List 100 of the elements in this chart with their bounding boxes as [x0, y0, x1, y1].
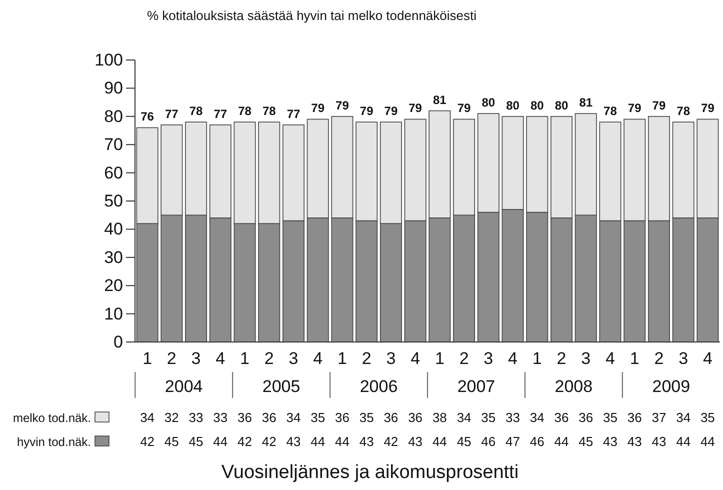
total-label: 78 — [676, 104, 690, 118]
x-tick-label: 3 — [581, 349, 591, 368]
total-label: 79 — [628, 101, 642, 116]
data-label: 34 — [456, 410, 472, 425]
y-axis-title: % kotitalouksista säästää hyvin tai melko todennäköisesti — [147, 8, 477, 23]
y-tick-label: 40 — [104, 220, 123, 239]
data-label: 44 — [676, 434, 691, 449]
y-tick-label: 30 — [104, 248, 123, 267]
total-label: 80 — [530, 98, 544, 112]
data-label: 33 — [188, 410, 204, 425]
data-label: 42 — [238, 434, 252, 449]
x-tick-label: 4 — [702, 349, 712, 368]
x-tick-label: 4 — [606, 349, 615, 368]
data-label: 43 — [408, 434, 423, 449]
x-tick-label: 4 — [410, 349, 420, 368]
data-label: 44 — [310, 434, 326, 449]
x-tick-label: 2 — [556, 349, 566, 368]
data-label: 44 — [700, 434, 715, 449]
x-tick-label: 2 — [362, 349, 372, 368]
y-tick-label: 100 — [94, 50, 123, 70]
total-label: 80 — [554, 98, 568, 112]
x-tick-label: 3 — [678, 349, 688, 368]
total-label: 79 — [311, 101, 325, 116]
text: 2004 — [164, 377, 203, 396]
data-label: 44 — [432, 434, 447, 449]
y-tick-label: 10 — [104, 304, 123, 324]
y-tick-label: 50 — [104, 191, 123, 210]
data-label: 36 — [554, 410, 569, 425]
x-tick-label: 1 — [240, 349, 250, 368]
data-label: 33 — [213, 410, 228, 425]
x-axis-title: Vuosineljännes ja aikomusprosentti — [221, 462, 519, 483]
total-label: 78 — [238, 104, 252, 118]
data-label: 43 — [627, 434, 642, 449]
data-label: 38 — [432, 410, 447, 425]
total-label: 79 — [457, 101, 472, 116]
data-label: 32 — [164, 410, 179, 425]
total-label: 79 — [701, 101, 715, 116]
total-label: 78 — [262, 104, 276, 118]
x-tick-label: 1 — [630, 349, 640, 368]
data-label: 36 — [627, 410, 642, 425]
data-label: 44 — [334, 434, 350, 449]
data-label: 43 — [652, 434, 666, 449]
data-label: 36 — [238, 410, 252, 425]
data-label: 44 — [213, 434, 228, 449]
data-label: 45 — [188, 434, 204, 449]
data-label: 34 — [530, 410, 544, 425]
x-tick-label: 4 — [216, 349, 226, 368]
data-label: 42 — [262, 434, 276, 449]
total-label: 78 — [189, 104, 204, 118]
x-tick-label: 2 — [459, 349, 469, 368]
y-tick-label: 0 — [114, 332, 123, 352]
y-tick-label: 90 — [104, 78, 123, 98]
data-label: 42 — [140, 434, 155, 449]
text: 2005 — [262, 377, 300, 396]
total-label: 77 — [214, 106, 228, 121]
total-label: 79 — [360, 104, 374, 118]
x-tick-label: 1 — [532, 349, 542, 368]
data-label: 37 — [652, 410, 666, 425]
x-tick-label: 1 — [337, 349, 347, 368]
data-label: 45 — [578, 434, 594, 449]
y-tick-label: 80 — [104, 106, 123, 126]
data-label: 35 — [603, 410, 618, 425]
x-tick-label: 4 — [313, 349, 323, 368]
total-label: 77 — [286, 106, 300, 121]
y-tick-label: 70 — [104, 135, 123, 154]
total-label: 79 — [336, 98, 350, 112]
x-tick-label: 2 — [654, 349, 664, 368]
total-label: 78 — [604, 104, 618, 118]
total-label: 77 — [164, 106, 179, 121]
total-label: 79 — [652, 98, 666, 112]
x-tick-label: 1 — [142, 349, 152, 368]
data-label: 36 — [334, 410, 350, 425]
data-label: 35 — [310, 410, 326, 425]
data-label: 34 — [140, 410, 155, 425]
data-label: 42 — [384, 434, 398, 449]
data-label: 33 — [506, 410, 520, 425]
data-label: 36 — [408, 410, 423, 425]
data-label: 45 — [164, 434, 179, 449]
data-label: 43 — [603, 434, 618, 449]
x-tick-label: 2 — [166, 349, 176, 368]
text: 2007 — [457, 377, 496, 396]
legend-label: melko tod.näk. — [12, 411, 91, 425]
total-label: 79 — [408, 101, 422, 116]
data-label: 35 — [481, 410, 496, 425]
data-label: 46 — [530, 434, 544, 449]
data-label: 43 — [359, 434, 374, 449]
total-label: 80 — [506, 98, 520, 112]
text: 2009 — [652, 377, 690, 396]
data-label: 46 — [481, 434, 496, 449]
x-tick-label: 4 — [508, 349, 518, 368]
x-tick-label: 3 — [484, 349, 494, 368]
text: 2006 — [360, 377, 398, 396]
data-label: 36 — [384, 410, 398, 425]
total-label: 80 — [482, 96, 496, 110]
data-label: 36 — [578, 410, 594, 425]
total-label: 79 — [384, 104, 398, 118]
x-tick-label: 3 — [386, 349, 396, 368]
legend-label: hyvin tod.näk. — [16, 435, 91, 449]
total-label: 81 — [433, 92, 447, 107]
x-tick-label: 3 — [191, 349, 201, 368]
